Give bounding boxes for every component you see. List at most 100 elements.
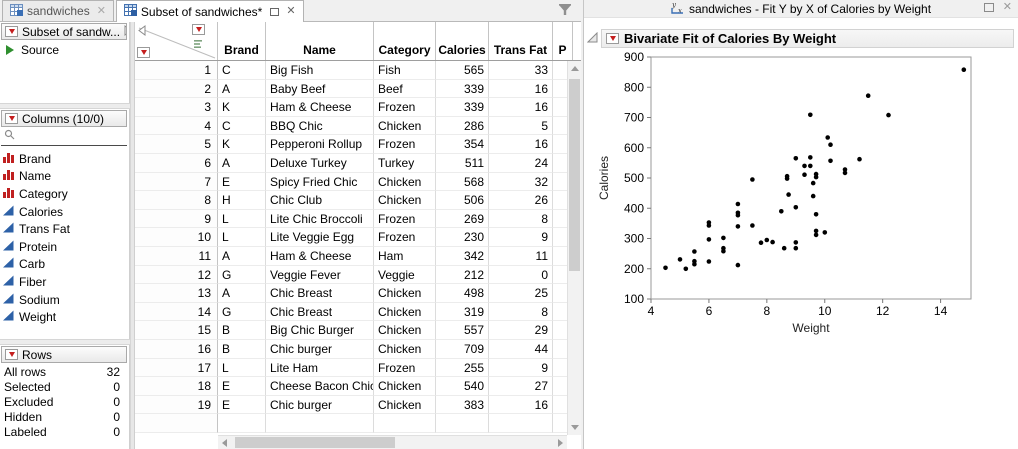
table-cell[interactable]: Turkey — [374, 153, 436, 173]
table-cell[interactable]: Chicken — [374, 116, 436, 136]
close-icon[interactable]: ✕ — [96, 4, 106, 17]
scroll-left-icon[interactable] — [222, 439, 227, 447]
table-cell[interactable]: Chicken — [374, 321, 436, 340]
hide-panel-arrow-icon[interactable] — [138, 25, 146, 39]
scroll-right-icon[interactable] — [558, 439, 563, 447]
table-cell[interactable]: 16 — [489, 79, 553, 99]
table-cell[interactable]: Veggie Fever — [266, 265, 374, 285]
data-point[interactable] — [781, 245, 787, 251]
scroll-up-icon[interactable] — [571, 66, 579, 71]
columns-menu-red-triangle-icon[interactable] — [192, 24, 205, 35]
float-window-icon[interactable] — [270, 7, 280, 16]
table-cell[interactable]: Baby Beef — [266, 79, 374, 99]
table-cell[interactable]: A — [218, 246, 266, 266]
data-point[interactable] — [793, 240, 799, 245]
table-cell[interactable]: 383 — [436, 395, 489, 415]
row-number-cell[interactable]: 17 — [135, 358, 218, 378]
table-cell[interactable]: 16 — [489, 98, 553, 117]
table-cell[interactable]: C — [218, 116, 266, 136]
maximize-icon[interactable] — [983, 3, 994, 12]
table-cell[interactable]: Chicken — [374, 339, 436, 359]
data-point[interactable] — [793, 205, 799, 210]
row-number-cell[interactable]: 10 — [135, 228, 218, 247]
table-cell[interactable]: 255 — [436, 358, 489, 378]
table-cell[interactable]: Veggie — [374, 265, 436, 285]
horizontal-scrollbar[interactable] — [218, 435, 567, 449]
data-point[interactable] — [810, 180, 816, 186]
row-number-cell[interactable]: 3 — [135, 98, 218, 117]
table-cell[interactable]: Chic Club — [266, 191, 374, 210]
table-cell[interactable]: L — [218, 209, 266, 229]
table-cell[interactable]: B — [218, 339, 266, 359]
row-number-cell[interactable]: 19 — [135, 395, 218, 415]
table-cell[interactable]: G — [218, 302, 266, 322]
data-point[interactable] — [961, 67, 967, 72]
data-point[interactable] — [808, 112, 813, 118]
table-cell[interactable]: Cheese Bacon Chic — [266, 377, 374, 396]
column-item-carb[interactable]: Carb — [0, 256, 129, 274]
table-cell[interactable]: 230 — [436, 228, 489, 247]
data-point[interactable] — [802, 172, 807, 177]
rows-panel-header[interactable]: Rows — [1, 346, 127, 363]
data-point[interactable] — [808, 155, 813, 160]
data-point[interactable] — [857, 156, 862, 162]
table-cell[interactable]: Chicken — [374, 395, 436, 415]
table-cell[interactable]: 16 — [489, 135, 553, 154]
table-cell[interactable]: Ham & Cheese — [266, 246, 374, 266]
data-point[interactable] — [706, 237, 712, 242]
table-cell[interactable]: 511 — [436, 153, 489, 173]
row-number-cell[interactable]: 18 — [135, 377, 218, 396]
table-cell[interactable]: Deluxe Turkey — [266, 153, 374, 173]
data-point[interactable] — [842, 170, 848, 176]
data-point[interactable] — [721, 248, 726, 254]
table-cell[interactable]: Chic Breast — [266, 302, 374, 322]
data-point[interactable] — [750, 223, 755, 228]
table-cell[interactable]: Frozen — [374, 98, 436, 117]
table-cell[interactable]: 25 — [489, 284, 553, 303]
table-cell[interactable]: K — [218, 135, 266, 154]
row-number-cell[interactable]: 11 — [135, 246, 218, 266]
table-cell[interactable]: Chic Breast — [266, 284, 374, 303]
data-point[interactable] — [793, 245, 799, 251]
tab-sandwiches[interactable]: sandwiches ✕ — [2, 0, 114, 21]
table-cell[interactable]: K — [218, 98, 266, 117]
close-icon[interactable]: ✕ — [1002, 1, 1012, 13]
table-cell[interactable]: 286 — [436, 116, 489, 136]
vertical-scroll-thumb[interactable] — [569, 79, 580, 271]
data-point[interactable] — [735, 201, 741, 207]
table-cell[interactable]: Frozen — [374, 209, 436, 229]
table-cell[interactable]: A — [218, 79, 266, 99]
table-cell[interactable]: Chicken — [374, 172, 436, 192]
row-number-cell[interactable]: 2 — [135, 79, 218, 99]
red-triangle-menu-icon[interactable] — [5, 349, 18, 360]
row-number-cell[interactable]: 15 — [135, 321, 218, 340]
data-point[interactable] — [813, 228, 819, 234]
column-item-trans-fat[interactable]: Trans Fat — [0, 220, 129, 238]
source-script-item[interactable]: Source — [0, 40, 129, 59]
data-point[interactable] — [886, 112, 891, 118]
table-cell[interactable]: 319 — [436, 302, 489, 322]
column-header-category[interactable]: Category — [374, 22, 436, 60]
table-cell[interactable]: Pepperoni Rollup — [266, 135, 374, 154]
table-cell[interactable]: A — [218, 153, 266, 173]
table-cell[interactable]: 354 — [436, 135, 489, 154]
row-number-cell[interactable]: 4 — [135, 116, 218, 136]
data-point[interactable] — [663, 265, 668, 271]
table-cell[interactable]: 33 — [489, 61, 553, 80]
column-header-trans-fat[interactable]: Trans Fat — [489, 22, 553, 60]
column-item-brand[interactable]: Brand — [0, 150, 129, 168]
table-cell[interactable]: 339 — [436, 79, 489, 99]
table-cell[interactable]: Ham & Cheese — [266, 98, 374, 117]
table-cell[interactable]: Chicken — [374, 377, 436, 396]
table-cell[interactable]: Lite Veggie Egg — [266, 228, 374, 247]
expand-arrow-icon[interactable] — [124, 24, 126, 39]
table-cell[interactable]: BBQ Chic — [266, 116, 374, 136]
data-point[interactable] — [683, 266, 689, 272]
table-cell[interactable]: 565 — [436, 61, 489, 80]
data-point[interactable] — [822, 230, 828, 235]
column-item-fiber[interactable]: Fiber — [0, 273, 129, 291]
vertical-scrollbar[interactable] — [567, 61, 581, 435]
data-point[interactable] — [779, 209, 784, 214]
row-number-cell[interactable]: 5 — [135, 135, 218, 154]
column-item-category[interactable]: Category — [0, 185, 129, 203]
